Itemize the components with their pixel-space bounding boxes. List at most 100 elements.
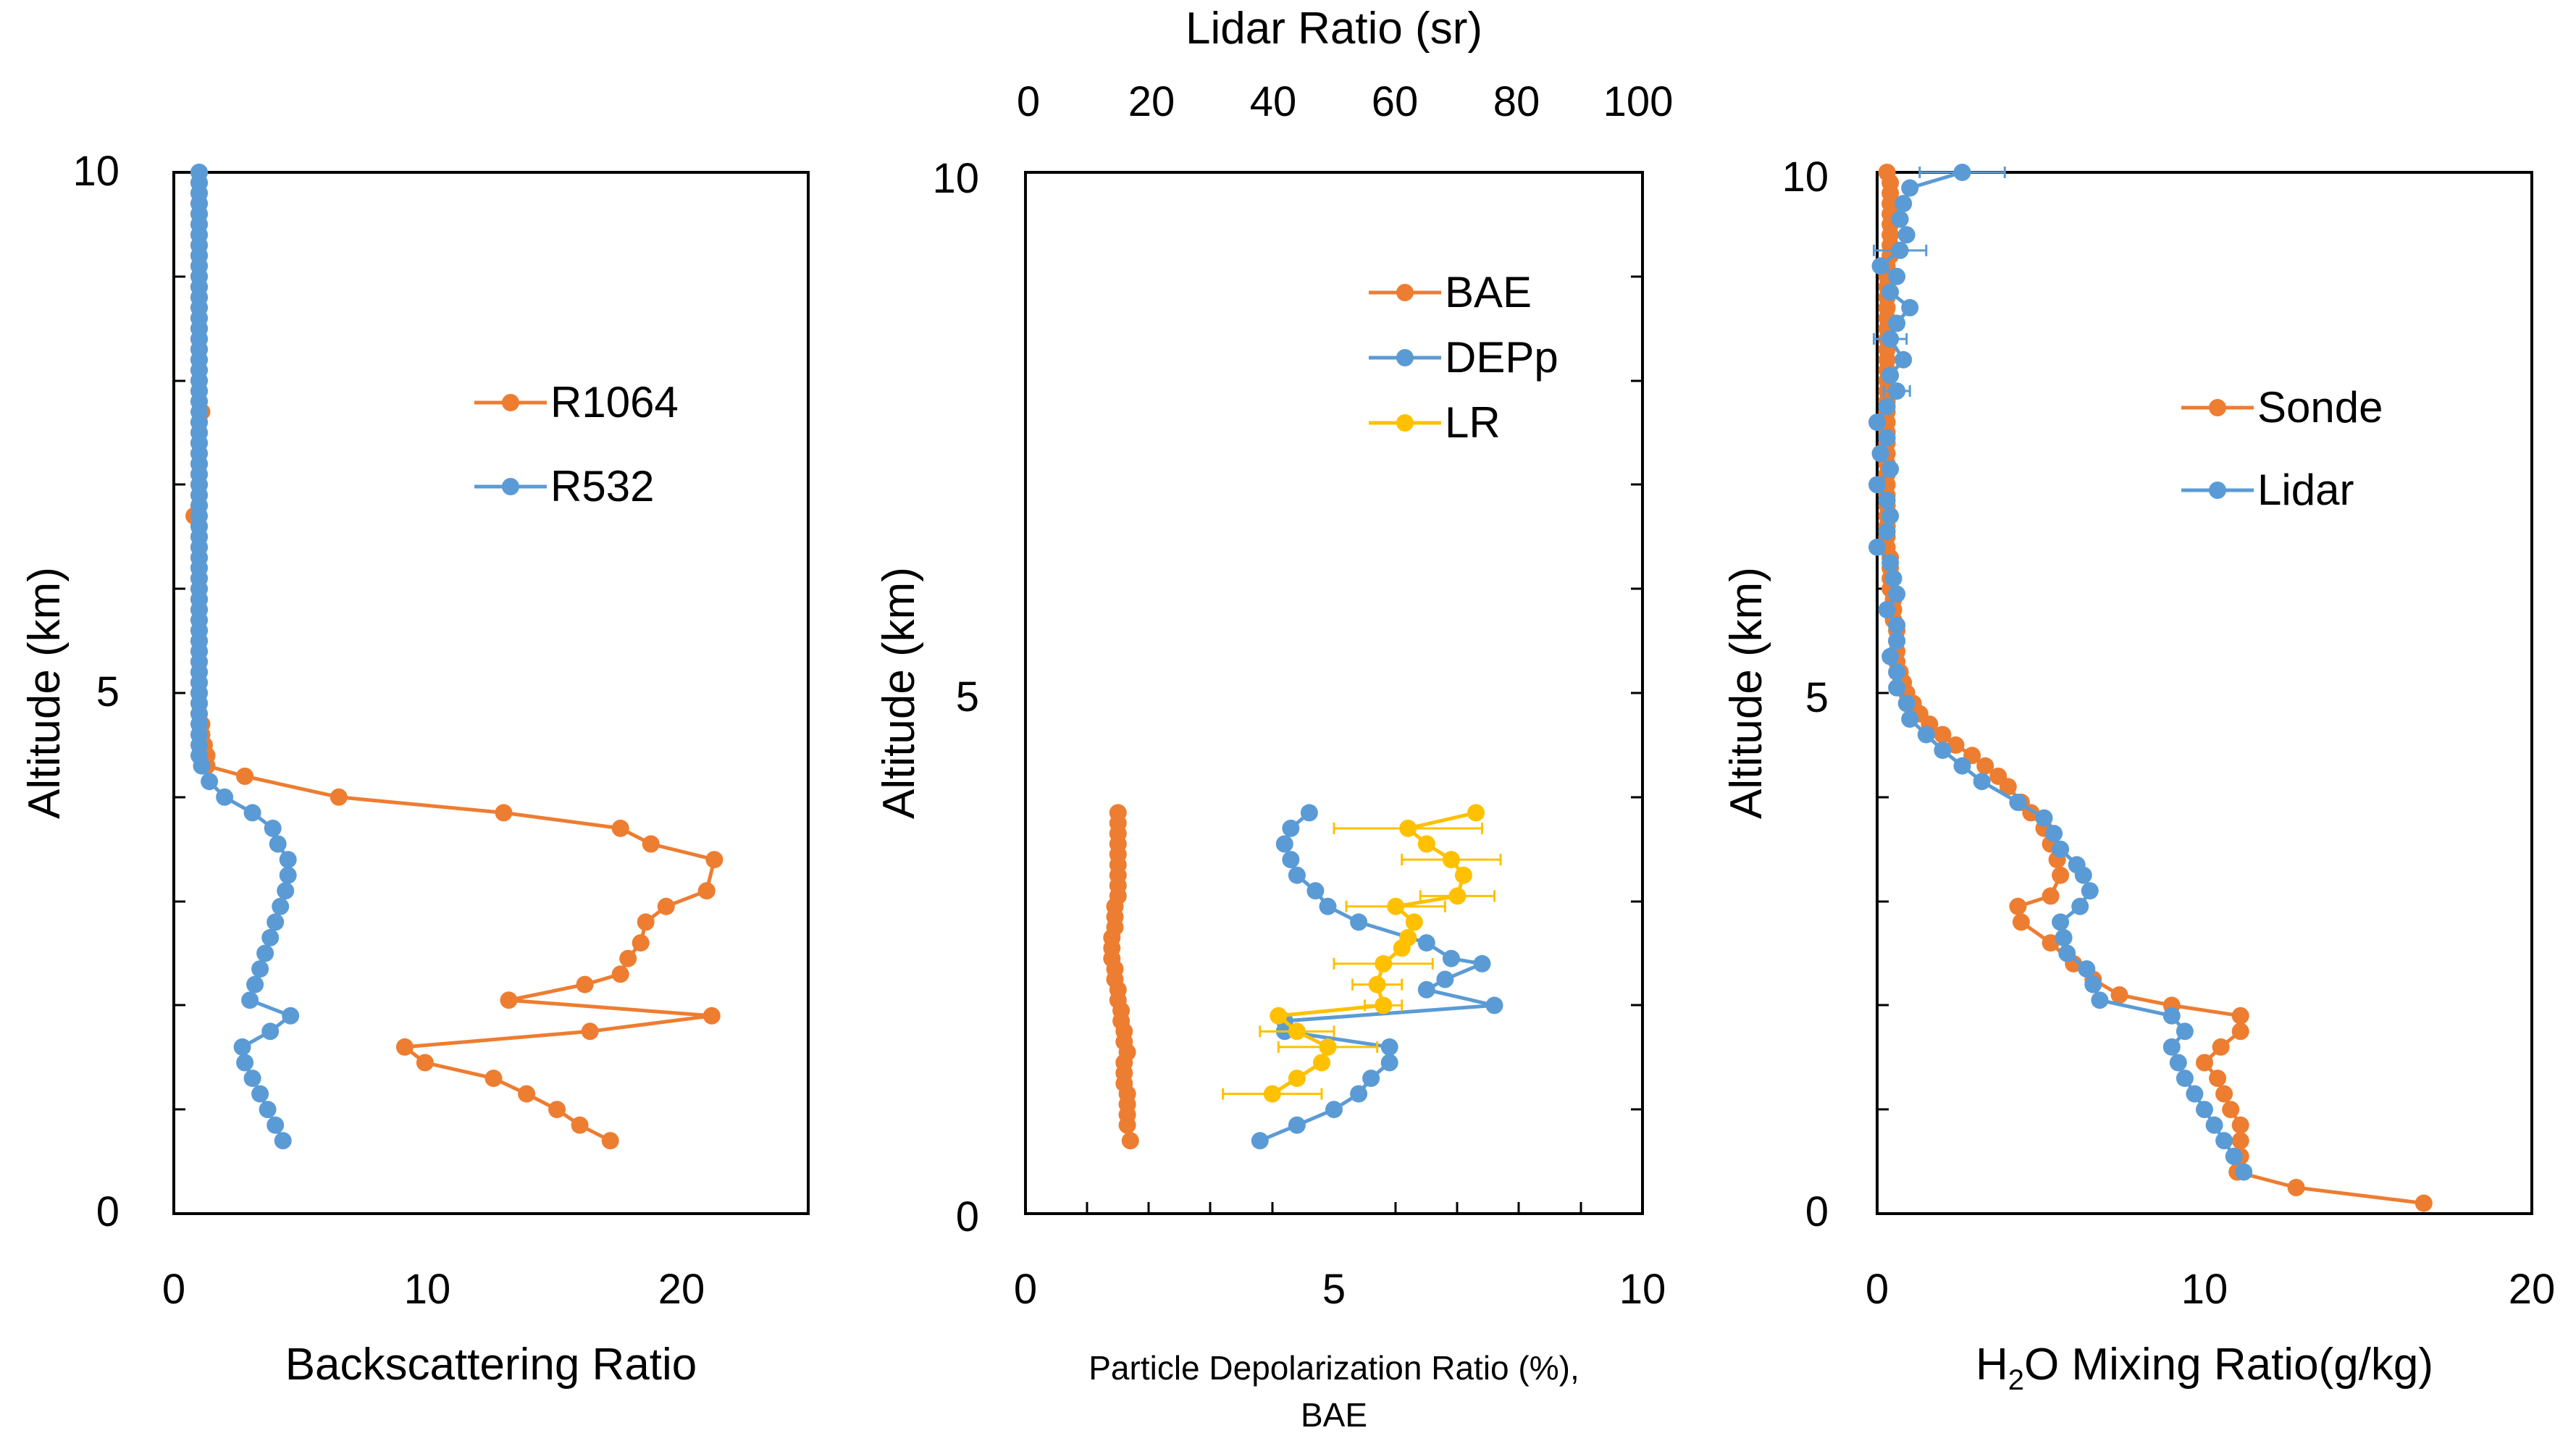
plot-area-1 xyxy=(172,171,810,1215)
lr-point xyxy=(1368,975,1386,993)
lidar-point xyxy=(2235,1163,2253,1181)
depp-point xyxy=(1282,819,1300,837)
top-tick-label-60: 60 xyxy=(1372,78,1419,125)
sonde-line xyxy=(1885,172,2425,1206)
lidar-point xyxy=(1868,476,1886,494)
lidar-point xyxy=(1895,195,1913,213)
sonde-point xyxy=(2415,1194,2433,1212)
lidar-point xyxy=(2055,928,2073,946)
lidar-point xyxy=(2035,809,2053,827)
x-tick-label-1-20: 20 xyxy=(658,1266,705,1313)
series-depp xyxy=(1251,804,1503,1150)
x-tick-label-2-5: 5 xyxy=(1322,1266,1346,1313)
r532-point xyxy=(236,1054,254,1072)
x-tick-label-2-0: 0 xyxy=(1014,1266,1037,1313)
sonde-point xyxy=(2231,1132,2249,1150)
x-axis-title-3-h: H xyxy=(1976,1340,2008,1390)
lidar-point xyxy=(1888,663,1906,681)
lidar-point xyxy=(1953,164,1971,181)
r532-point xyxy=(251,960,269,978)
r1064-point xyxy=(395,1038,414,1056)
lidar-point xyxy=(1891,241,1909,259)
lidar-point xyxy=(1901,179,1919,197)
lidar-point xyxy=(1888,632,1906,650)
r1064-point xyxy=(495,804,513,822)
y-tick-label-3-10: 10 xyxy=(1782,154,1829,201)
lidar-point xyxy=(1881,283,1900,301)
lidar-point xyxy=(2052,840,2070,858)
legend-label-sonde: Sonde xyxy=(2257,383,2383,432)
depp-point xyxy=(1362,1070,1380,1088)
series-sonde xyxy=(1878,164,2433,1212)
lidar-point xyxy=(2071,897,2089,915)
x-axis-title-2: Particle Depolarization Ratio (%), xyxy=(1088,1349,1579,1387)
legend-1: R1064 R532 xyxy=(474,378,679,511)
lidar-point xyxy=(2176,1070,2194,1088)
r1064-point xyxy=(632,934,650,952)
lidar-point xyxy=(2186,1085,2204,1103)
sonde-point xyxy=(2012,913,2030,931)
lidar-point xyxy=(1897,694,1916,713)
lr-point xyxy=(1467,804,1485,822)
lidar-point xyxy=(1871,445,1889,463)
depp-point xyxy=(1436,970,1454,988)
lr-point xyxy=(1319,1038,1337,1056)
y-tick-label-1-5: 5 xyxy=(96,668,119,715)
x-axis-title-3-sub: 2 xyxy=(2008,1364,2024,1396)
lr-point xyxy=(1399,819,1417,837)
r1064-point xyxy=(581,1022,599,1041)
sonde-point xyxy=(1976,757,1994,775)
lidar-point xyxy=(1884,569,1902,587)
lidar-point xyxy=(1881,366,1900,385)
r532-point xyxy=(264,819,282,837)
lidar-point xyxy=(2162,1038,2181,1056)
sonde-point xyxy=(1934,726,1952,744)
lidar-point xyxy=(1881,330,1900,348)
depp-point xyxy=(1380,1038,1398,1056)
r1064-point xyxy=(697,882,716,900)
sonde-point xyxy=(2215,1085,2233,1103)
depp-point xyxy=(1275,835,1293,853)
depp-point xyxy=(1417,934,1435,952)
lidar-point xyxy=(1868,538,1886,556)
lr-point xyxy=(1393,939,1411,957)
r532-point xyxy=(277,882,295,900)
x-tick-label-3-10: 10 xyxy=(2181,1266,2228,1313)
depp-point xyxy=(1485,996,1503,1014)
sonde-point xyxy=(2042,887,2060,905)
depp-point xyxy=(1300,804,1318,822)
y-tick-label-1-0: 0 xyxy=(96,1188,119,1235)
top-tick-label-100: 100 xyxy=(1603,78,1674,125)
lidar-point xyxy=(1934,741,1952,760)
lidar-point xyxy=(1901,298,1919,316)
r532-point xyxy=(201,773,219,791)
lidar-point xyxy=(1917,726,1935,744)
lidar-point xyxy=(1878,523,1896,541)
sonde-point xyxy=(1947,736,1965,754)
lr-point xyxy=(1417,835,1435,853)
lidar-point xyxy=(2196,1101,2213,1119)
sonde-point xyxy=(2209,1070,2227,1088)
r532-point xyxy=(274,1132,292,1150)
lidar-point xyxy=(1871,257,1889,275)
lidar-point xyxy=(2081,882,2099,900)
r1064-point xyxy=(611,965,629,983)
bae-point xyxy=(1118,1116,1136,1134)
depp-point xyxy=(1319,897,1337,915)
y-axis-title-1: Altitude (km) xyxy=(20,567,70,819)
top-tick-label-0: 0 xyxy=(1017,78,1040,125)
lr-point xyxy=(1375,996,1393,1014)
y-axis-title-2: Altitude (km) xyxy=(874,567,924,819)
lidar-point xyxy=(2091,991,2109,1009)
series-r532 xyxy=(190,164,300,1150)
r532-point xyxy=(256,944,274,962)
legend-label-lidar: Lidar xyxy=(2257,466,2354,514)
legend-label-depp: DEPp xyxy=(1445,333,1558,382)
r1064-point xyxy=(484,1070,503,1088)
lidar-point xyxy=(1888,616,1906,634)
legend-marker-sonde xyxy=(2209,399,2226,416)
lidar-point xyxy=(2058,944,2076,962)
depp-point xyxy=(1417,980,1435,999)
sonde-point xyxy=(2287,1179,2305,1196)
